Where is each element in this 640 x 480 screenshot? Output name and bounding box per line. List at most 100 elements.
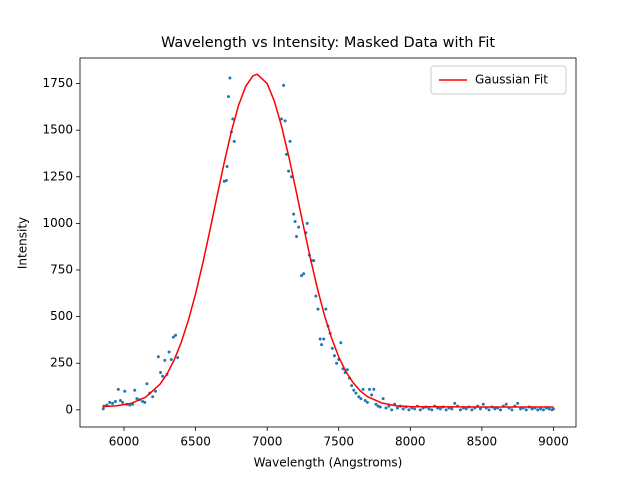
data-point	[368, 387, 372, 391]
data-point	[231, 117, 235, 121]
x-tick-label: 6500	[180, 435, 211, 449]
data-point	[287, 169, 291, 173]
data-point	[163, 358, 167, 362]
y-axis-label: Intensity	[16, 217, 30, 269]
data-point	[318, 337, 322, 341]
data-point	[464, 407, 468, 411]
data-point	[305, 221, 309, 225]
data-point	[111, 401, 115, 405]
data-point	[316, 307, 320, 311]
data-point	[108, 400, 112, 404]
legend-box	[430, 65, 567, 95]
data-point	[302, 272, 306, 276]
data-point	[145, 382, 149, 386]
data-point	[324, 307, 328, 311]
data-point	[427, 407, 431, 411]
data-point	[481, 402, 485, 406]
data-point	[133, 388, 137, 392]
data-point	[154, 389, 158, 393]
x-tick-label: 7000	[252, 435, 283, 449]
data-point	[519, 407, 523, 411]
data-point	[381, 397, 385, 401]
x-tick-label: 8500	[467, 435, 498, 449]
data-point	[143, 400, 147, 404]
data-point	[354, 391, 358, 395]
data-point	[167, 350, 171, 354]
data-point	[293, 220, 297, 224]
plot-area	[101, 73, 555, 412]
data-point	[113, 399, 117, 403]
data-point	[361, 387, 365, 391]
y-tick-label: 250	[50, 356, 73, 370]
data-point	[458, 408, 462, 412]
data-point	[225, 165, 229, 169]
data-point	[498, 408, 502, 412]
data-point	[101, 407, 105, 411]
data-point	[541, 408, 545, 412]
data-point	[322, 337, 326, 341]
chart-title: Wavelength vs Intensity: Masked Data wit…	[161, 35, 495, 51]
data-point	[413, 407, 417, 411]
data-point	[283, 119, 287, 123]
data-point	[357, 395, 361, 399]
data-point	[407, 408, 411, 412]
legend-label: Gaussian Fit	[475, 73, 548, 87]
data-point	[118, 399, 122, 403]
data-point	[453, 401, 457, 405]
data-point	[418, 408, 422, 412]
data-point	[292, 212, 296, 216]
x-tick-label: 7500	[323, 435, 354, 449]
y-tick-label: 500	[50, 309, 73, 323]
data-point	[151, 395, 155, 399]
fit-line	[102, 73, 554, 408]
data-point	[135, 397, 139, 401]
x-axis-label: Wavelength (Angstroms)	[254, 456, 403, 470]
data-point	[363, 399, 367, 403]
data-point	[504, 402, 508, 406]
data-point	[345, 368, 349, 372]
y-tick-label: 1250	[42, 169, 73, 183]
data-point	[352, 388, 356, 392]
data-point	[395, 406, 399, 410]
data-point	[312, 259, 316, 263]
data-point	[374, 402, 378, 406]
data-point	[227, 95, 231, 99]
data-point	[224, 179, 228, 183]
data-point	[387, 404, 391, 408]
data-point	[487, 408, 491, 412]
data-point	[297, 225, 301, 229]
data-point	[121, 400, 125, 404]
data-point	[365, 400, 369, 404]
data-point	[295, 234, 299, 238]
data-point	[384, 406, 388, 410]
axes-frame	[79, 57, 577, 428]
data-point	[524, 408, 528, 412]
data-point	[284, 152, 288, 156]
x-tick-label: 9000	[538, 435, 569, 449]
data-point	[359, 397, 363, 401]
data-point	[174, 333, 178, 337]
x-tick-label: 8000	[395, 435, 426, 449]
data-point	[332, 354, 336, 358]
data-point	[232, 139, 236, 143]
y-tick-label: 1000	[42, 216, 73, 230]
data-point	[470, 408, 474, 412]
data-point	[438, 407, 442, 411]
y-tick-label: 1750	[42, 76, 73, 90]
data-point	[159, 371, 163, 375]
data-point	[530, 407, 534, 411]
data-point	[300, 274, 304, 278]
data-point	[493, 407, 497, 411]
data-point	[314, 294, 318, 298]
x-tick-label: 6000	[109, 435, 140, 449]
data-point	[372, 387, 376, 391]
y-tick-label: 750	[50, 263, 73, 277]
data-point	[339, 341, 343, 345]
data-point	[116, 387, 120, 391]
data-point	[156, 355, 160, 359]
data-point	[171, 335, 175, 339]
data-point	[536, 408, 540, 412]
y-tick-label: 1500	[42, 123, 73, 137]
y-tick-label: 0	[65, 402, 73, 416]
data-point	[370, 393, 374, 397]
